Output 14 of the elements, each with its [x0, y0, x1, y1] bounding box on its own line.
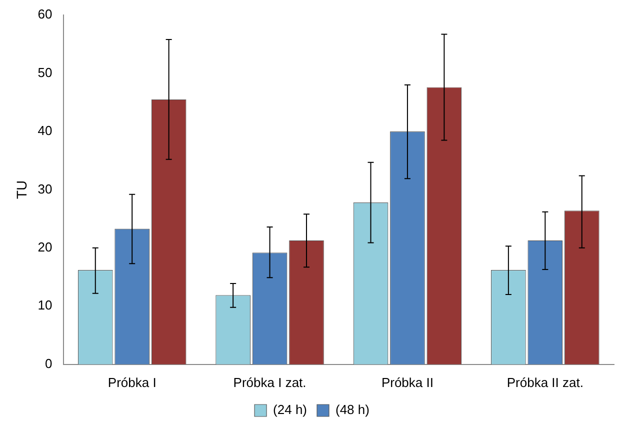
x-tick-label: Próbka II: [381, 374, 434, 390]
legend-label: (24 h): [273, 402, 308, 418]
x-tick-label: Próbka I zat.: [233, 374, 306, 390]
y-tick-label: 20: [38, 240, 52, 255]
x-tick-label: Próbka II zat.: [506, 374, 584, 390]
y-tick-label: 10: [38, 298, 52, 313]
y-tick-label: 40: [38, 123, 52, 138]
x-tick-label: Próbka I: [108, 374, 156, 390]
y-tick-label: 0: [45, 356, 52, 371]
y-tick-label: 60: [38, 6, 52, 22]
y-axis-title: TU: [13, 180, 30, 200]
legend-label: (48 h): [336, 402, 370, 418]
y-tick-label: 30: [38, 181, 52, 196]
y-tick-label: 50: [38, 64, 52, 80]
